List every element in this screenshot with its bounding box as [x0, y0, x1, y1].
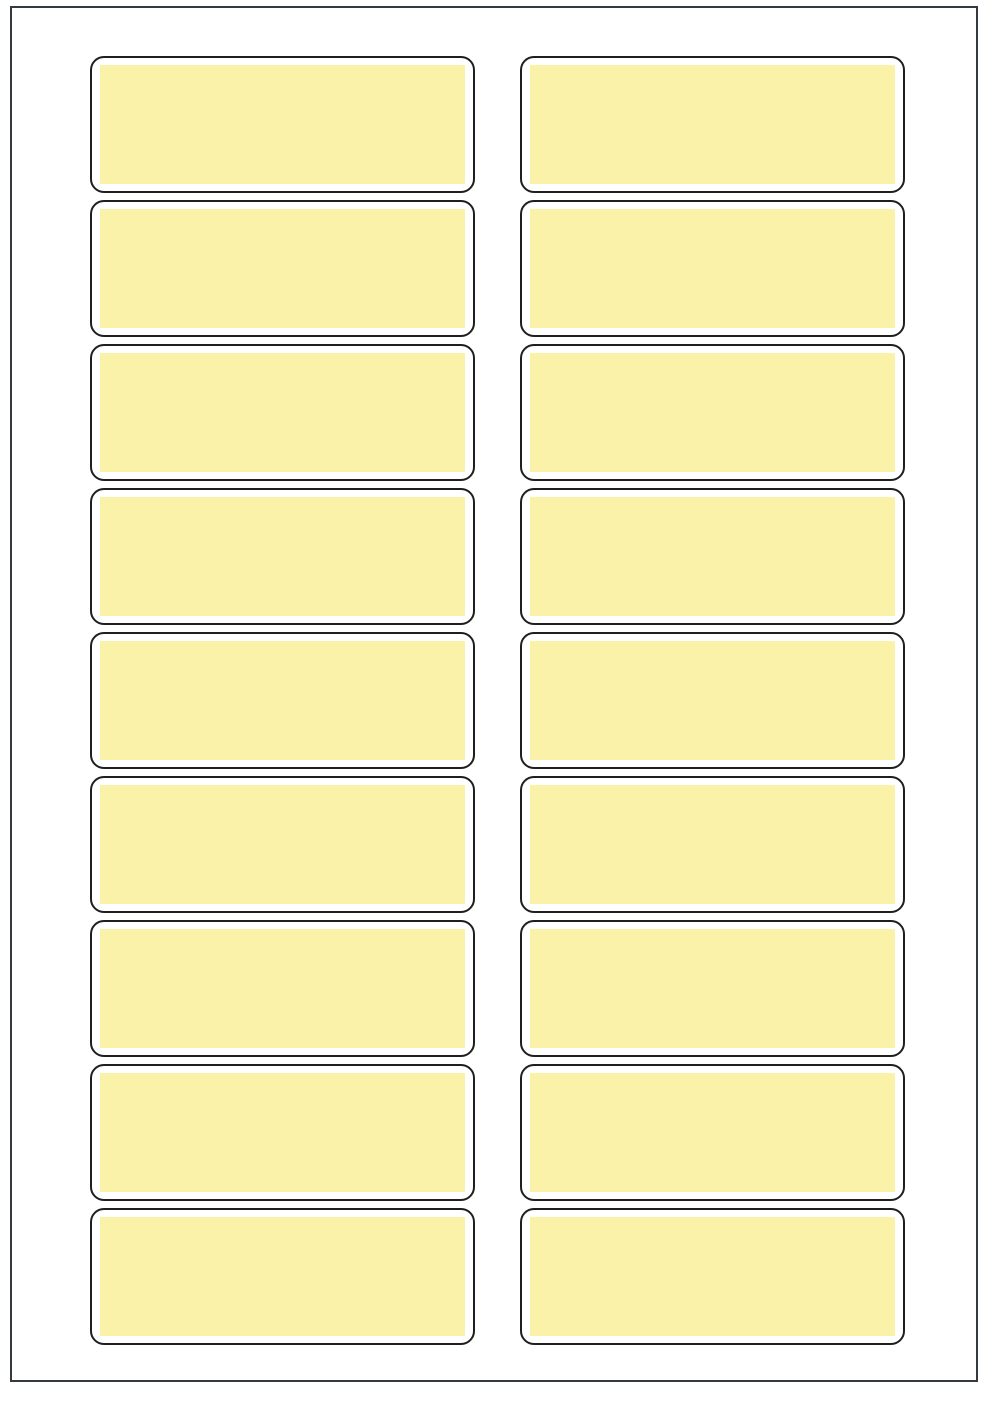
label-card-13[interactable]	[90, 920, 475, 1057]
label-writable-area-12[interactable]	[530, 785, 895, 904]
label-card-17[interactable]	[90, 1208, 475, 1345]
label-writable-area-11[interactable]	[100, 785, 465, 904]
label-card-9[interactable]	[90, 632, 475, 769]
label-writable-area-14[interactable]	[530, 929, 895, 1048]
label-card-2[interactable]	[520, 56, 905, 193]
label-card-14[interactable]	[520, 920, 905, 1057]
label-card-6[interactable]	[520, 344, 905, 481]
label-card-1[interactable]	[90, 56, 475, 193]
label-card-8[interactable]	[520, 488, 905, 625]
label-writable-area-13[interactable]	[100, 929, 465, 1048]
label-card-3[interactable]	[90, 200, 475, 337]
label-writable-area-8[interactable]	[530, 497, 895, 616]
label-writable-area-16[interactable]	[530, 1073, 895, 1192]
label-card-7[interactable]	[90, 488, 475, 625]
label-card-4[interactable]	[520, 200, 905, 337]
page-border	[10, 6, 978, 1382]
label-writable-area-10[interactable]	[530, 641, 895, 760]
label-card-11[interactable]	[90, 776, 475, 913]
label-writable-area-7[interactable]	[100, 497, 465, 616]
label-card-5[interactable]	[90, 344, 475, 481]
label-card-10[interactable]	[520, 632, 905, 769]
label-writable-area-15[interactable]	[100, 1073, 465, 1192]
label-writable-area-6[interactable]	[530, 353, 895, 472]
label-writable-area-4[interactable]	[530, 209, 895, 328]
label-card-16[interactable]	[520, 1064, 905, 1201]
label-writable-area-2[interactable]	[530, 65, 895, 184]
label-writable-area-3[interactable]	[100, 209, 465, 328]
label-writable-area-17[interactable]	[100, 1217, 465, 1336]
label-writable-area-5[interactable]	[100, 353, 465, 472]
label-grid	[90, 56, 910, 1356]
label-card-15[interactable]	[90, 1064, 475, 1201]
label-writable-area-18[interactable]	[530, 1217, 895, 1336]
label-writable-area-1[interactable]	[100, 65, 465, 184]
label-card-12[interactable]	[520, 776, 905, 913]
label-writable-area-9[interactable]	[100, 641, 465, 760]
label-card-18[interactable]	[520, 1208, 905, 1345]
